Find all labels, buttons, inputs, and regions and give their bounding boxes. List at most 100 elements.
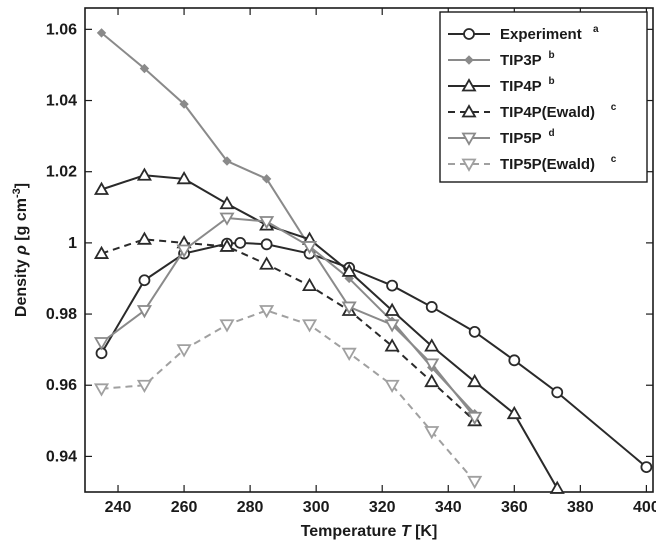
data-point xyxy=(384,338,400,352)
series-line xyxy=(100,216,476,418)
legend-label-sup: b xyxy=(549,76,555,87)
data-point xyxy=(179,99,189,109)
data-point xyxy=(219,319,235,333)
data-point xyxy=(222,156,232,166)
data-point xyxy=(219,212,235,226)
y-tick-label: 0.94 xyxy=(46,448,77,465)
legend-marker xyxy=(461,132,477,146)
data-point xyxy=(136,379,152,394)
x-tick-label: 280 xyxy=(237,499,264,516)
data-point xyxy=(341,301,357,315)
y-tick-label: 0.98 xyxy=(46,306,77,323)
legend-label-sup: b xyxy=(549,50,555,61)
data-point xyxy=(467,475,483,490)
legend-marker xyxy=(461,158,477,172)
y-tick-label: 1 xyxy=(68,235,77,252)
data-point xyxy=(93,383,110,397)
data-point xyxy=(259,216,275,230)
series-line xyxy=(101,174,559,489)
data-point xyxy=(136,305,152,319)
legend-entry: TIP4P b xyxy=(448,76,555,95)
data-point xyxy=(424,338,440,352)
data-point xyxy=(96,28,107,38)
x-tick-label: 400 xyxy=(633,499,656,516)
data-point xyxy=(384,319,400,333)
legend-entry: Experiment a xyxy=(448,24,599,43)
x-tick-label: 240 xyxy=(105,499,132,516)
legend-label-sup: c xyxy=(611,102,617,113)
data-point xyxy=(508,354,521,367)
plot-frame xyxy=(84,7,654,493)
y-tick-label: 1.06 xyxy=(46,21,77,38)
legend-label: TIP5P(Ewald) xyxy=(500,156,595,173)
legend-marker xyxy=(461,104,477,118)
series-2 xyxy=(93,167,565,494)
legend-marker xyxy=(464,55,474,65)
x-tick-label: 340 xyxy=(435,499,462,516)
data-point xyxy=(302,319,318,333)
x-tick-label: 260 xyxy=(171,499,198,516)
data-point xyxy=(341,347,357,362)
y-tick-label: 1.02 xyxy=(46,164,77,181)
data-point xyxy=(176,344,192,358)
legend-marker xyxy=(463,28,475,40)
data-point xyxy=(136,167,152,181)
data-point xyxy=(259,256,275,270)
data-point xyxy=(139,63,150,74)
legend-label: TIP5P xyxy=(500,130,542,147)
series-line xyxy=(100,241,648,468)
x-tick-label: 380 xyxy=(567,499,594,516)
data-point xyxy=(234,236,247,249)
data-point xyxy=(341,263,357,277)
data-point xyxy=(260,238,273,251)
data-point xyxy=(261,174,272,184)
data-point xyxy=(384,379,400,394)
data-point xyxy=(468,325,481,338)
legend-marker xyxy=(461,78,477,92)
legend-label-sup: a xyxy=(593,24,599,35)
data-point xyxy=(640,461,653,473)
legend-entry: TIP4P(Ewald) c xyxy=(448,102,617,121)
legend-label: Experiment xyxy=(500,26,582,43)
data-point xyxy=(93,181,110,195)
data-point xyxy=(467,411,483,426)
data-point xyxy=(176,244,192,258)
legend-entry: TIP5P(Ewald) c xyxy=(448,154,617,173)
data-point xyxy=(506,405,522,420)
data-point xyxy=(219,195,235,210)
legend-entry: TIP3P b xyxy=(448,50,555,69)
y-tick-label: 1.04 xyxy=(46,93,77,110)
y-axis-label: Density ρ [g cm-3] xyxy=(11,183,30,317)
data-point xyxy=(424,373,440,388)
data-point xyxy=(424,426,440,440)
data-point xyxy=(551,386,564,399)
series-line xyxy=(101,238,476,422)
data-point xyxy=(93,337,110,351)
x-tick-label: 300 xyxy=(303,499,330,516)
data-point xyxy=(259,305,275,319)
legend-box xyxy=(439,11,648,183)
data-point xyxy=(425,301,438,313)
legend-label-sup: c xyxy=(611,154,617,165)
series-5 xyxy=(93,305,483,490)
legend-label: TIP4P(Ewald) xyxy=(500,104,595,121)
series-line xyxy=(100,32,476,415)
series-line xyxy=(101,309,476,482)
legend-label: TIP3P xyxy=(500,52,542,69)
data-point xyxy=(176,171,192,185)
data-point xyxy=(138,274,151,287)
series-4 xyxy=(93,212,483,426)
series-1 xyxy=(96,28,480,419)
series-0 xyxy=(95,236,653,473)
data-point xyxy=(302,241,318,255)
plot-layer: 240 260 280 300 320 340 360 380 400 0.94 0.96 0.98 1… xyxy=(11,7,656,540)
data-point xyxy=(302,277,318,291)
data-point xyxy=(386,279,399,292)
y-tick-label: 0.96 xyxy=(46,377,77,394)
data-point xyxy=(467,373,483,388)
x-tick-label: 360 xyxy=(501,499,528,516)
data-point xyxy=(549,480,565,494)
data-point xyxy=(219,238,235,252)
